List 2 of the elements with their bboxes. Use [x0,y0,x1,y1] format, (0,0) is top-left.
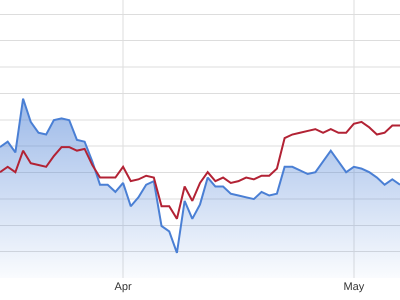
x-tick-label: May [343,281,365,293]
x-tick-label: Apr [114,281,132,293]
